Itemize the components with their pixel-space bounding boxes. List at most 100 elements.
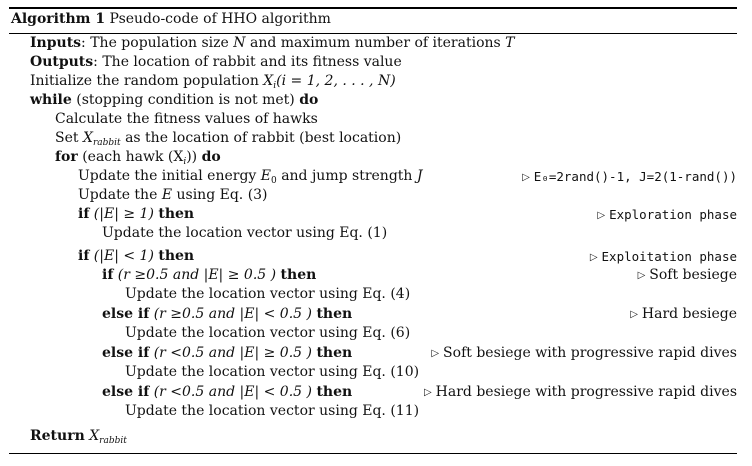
exploration-comment: ▷ Exploration phase: [597, 205, 737, 224]
then-keyword-5: then: [316, 345, 353, 361]
sub-i-for: i: [183, 157, 187, 167]
update-energy-text: Update the initial energy: [78, 168, 257, 184]
line-if-soft: if (r ≥0.5 and |E| ≥ 0.5 ) then ▷ Soft be…: [9, 266, 737, 285]
line-elseif-hard: else if (r ≥0.5 and |E| < 0.5 ) then ▷ Ha…: [9, 305, 737, 324]
set-rest-text: as the location of rabbit (best location…: [125, 130, 402, 146]
inputs-and-text: and maximum number of iterations: [249, 35, 501, 51]
inputs-text: : The population size: [81, 35, 229, 51]
inputs-keyword: Inputs: [30, 35, 82, 51]
if-keyword-2: if: [78, 248, 90, 264]
then-keyword: then: [158, 206, 195, 222]
cond-soft-dive: (r <0.5 and |E| ≥ 0.5 ): [153, 345, 312, 361]
update-eq11-text: Update the location vector using Eq. (11…: [125, 403, 420, 419]
outputs-keyword: Outputs: [30, 54, 94, 70]
line-set-rabbit: Set Xrabbit as the location of rabbit (b…: [9, 129, 737, 148]
update-e-text: Update the: [78, 187, 158, 203]
hard-comment-text: Hard besiege: [641, 306, 737, 322]
var-x-rabbit: X: [82, 130, 93, 146]
else-if-keyword-3: else if: [102, 384, 150, 400]
exploitation-comment-text: Exploitation phase: [601, 249, 737, 264]
cond-soft: (r ≥0.5 and |E| ≥ 0.5 ): [117, 267, 277, 283]
var-x-return: X: [89, 428, 100, 444]
outputs-text: : The location of rabbit and its fitness…: [93, 54, 402, 70]
bottom-rule: [9, 452, 737, 454]
line-if-exploration: if (|E| ≥ 1) then ▷ Exploration phase: [9, 205, 737, 224]
then-keyword-4: then: [316, 306, 353, 322]
var-n: N: [233, 35, 246, 51]
hard-comment: ▷ Hard besiege: [630, 305, 737, 324]
var-j: J: [416, 168, 423, 184]
top-rule: [9, 7, 737, 9]
update-eq1-text: Update the location vector using Eq. (1): [102, 225, 388, 241]
update-eq4-text: Update the location vector using Eq. (4): [125, 286, 411, 302]
line-update-eq1: Update the location vector using Eq. (1): [9, 224, 737, 243]
algorithm-title: Algorithm 1 Pseudo-code of HHO algorithm: [11, 11, 331, 27]
line-elseif-hard-dive: else if (r <0.5 and |E| < 0.5 ) then ▷ Ha…: [9, 383, 737, 402]
line-calc-fitness: Calculate the fitness values of hawks: [9, 110, 737, 129]
line-update-eq6: Update the location vector using Eq. (6): [9, 324, 737, 343]
soft-dive-comment: ▷ Soft besiege with progressive rapid div…: [431, 344, 737, 363]
then-keyword-6: then: [316, 384, 353, 400]
line-for: for (each hawk (Xi)) do: [9, 148, 737, 167]
cond-lt1: (|E| < 1): [93, 248, 154, 264]
soft-comment-text: Soft besiege: [649, 267, 737, 283]
sub-rabbit: rabbit: [92, 138, 121, 148]
sub-rabbit-return: rabbit: [99, 436, 127, 446]
do-keyword-for: do: [201, 149, 221, 165]
var-t: T: [505, 35, 515, 51]
var-x: X: [263, 73, 274, 89]
energy-comment: ▷ E₀=2rand()-1, J=2(1-rand()): [522, 167, 737, 186]
line-return: Return Xrabbit: [9, 427, 737, 446]
triangle-right-icon: ▷: [637, 270, 646, 281]
while-condition: (stopping condition is not met): [76, 92, 295, 108]
hard-dive-comment: ▷ Hard besiege with progressive rapid div…: [424, 383, 737, 402]
triangle-right-icon: ▷: [589, 252, 598, 263]
cond-hard-dive: (r <0.5 and |E| < 0.5 ): [153, 384, 312, 400]
for-close: )): [186, 149, 198, 165]
algorithm-number: Algorithm 1: [11, 11, 106, 27]
line-elseif-soft-dive: else if (r <0.5 and |E| ≥ 0.5 ) then ▷ So…: [9, 344, 737, 363]
return-keyword: Return: [30, 428, 85, 444]
if-keyword: if: [78, 206, 90, 222]
line-initialize: Initialize the random population Xi(i = …: [9, 72, 737, 91]
calc-text: Calculate the fitness values of hawks: [55, 111, 318, 127]
triangle-right-icon: ▷: [630, 309, 638, 320]
then-keyword-3: then: [280, 267, 317, 283]
algorithm-caption: Pseudo-code of HHO algorithm: [109, 11, 331, 27]
line-if-exploitation: if (|E| < 1) then ▷ Exploitation phase: [9, 247, 737, 266]
cond-ge1: (|E| ≥ 1): [93, 206, 154, 222]
line-outputs: Outputs: The location of rabbit and its …: [9, 53, 737, 72]
hard-dive-comment-text: Hard besiege with progressive rapid dive…: [435, 384, 737, 400]
init-text: Initialize the random population: [30, 73, 259, 89]
while-keyword: while: [30, 92, 72, 108]
var-e: E: [161, 187, 173, 203]
if-keyword-3: if: [102, 267, 114, 283]
using-eq3-text: using Eq. (3): [176, 187, 268, 203]
triangle-right-icon: ▷: [431, 348, 440, 359]
else-if-keyword-2: else if: [102, 345, 150, 361]
update-eq10-text: Update the location vector using Eq. (10…: [125, 364, 420, 380]
var-e0: E: [260, 168, 271, 184]
caption-rule: [9, 33, 737, 34]
triangle-right-icon: ▷: [522, 172, 530, 183]
soft-dive-comment-text: Soft besiege with progressive rapid dive…: [443, 345, 737, 361]
cond-hard: (r ≥0.5 and |E| < 0.5 ): [153, 306, 312, 322]
update-eq6-text: Update the location vector using Eq. (6): [125, 325, 411, 341]
init-range: (i = 1, 2, . . . , N): [276, 73, 396, 89]
jump-text: and jump strength: [281, 168, 413, 184]
exploitation-comment: ▷ Exploitation phase: [590, 247, 737, 266]
exploration-comment-text: Exploration phase: [609, 207, 737, 222]
for-keyword: for: [55, 149, 78, 165]
line-update-energy: Update the initial energy E0 and jump st…: [9, 167, 737, 186]
algorithm-box: Algorithm 1 Pseudo-code of HHO algorithm…: [9, 7, 737, 454]
sub-i: i: [273, 81, 277, 91]
line-inputs: Inputs: The population size N and maximu…: [9, 34, 737, 53]
line-while: while (stopping condition is not met) do: [9, 91, 737, 110]
line-update-eq11: Update the location vector using Eq. (11…: [9, 402, 737, 421]
triangle-right-icon: ▷: [597, 210, 606, 221]
sub-zero: 0: [271, 176, 277, 186]
do-keyword: do: [299, 92, 319, 108]
triangle-right-icon: ▷: [423, 387, 432, 398]
line-update-eq10: Update the location vector using Eq. (10…: [9, 363, 737, 382]
else-if-keyword: else if: [102, 306, 150, 322]
